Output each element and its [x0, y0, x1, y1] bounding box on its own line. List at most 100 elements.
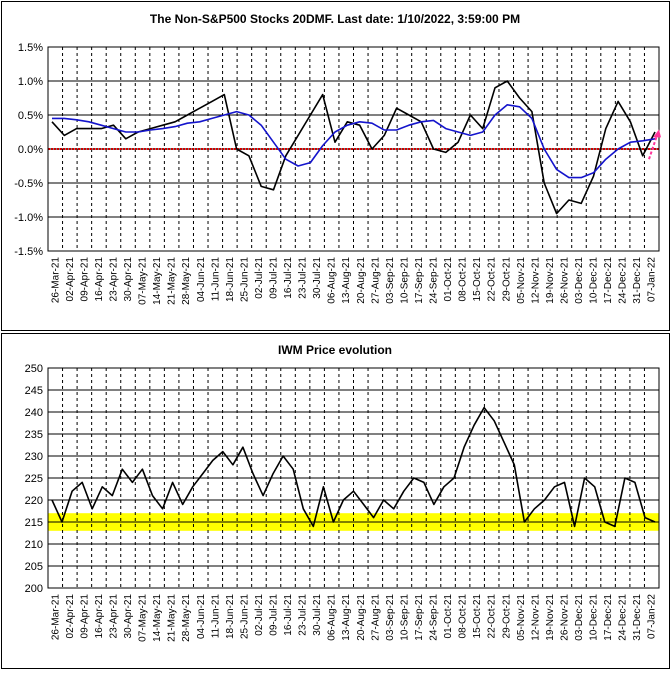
x-tick-label: 25-Jun-21: [239, 257, 250, 302]
x-tick-label: 29-Oct-21: [501, 257, 512, 302]
x-tick-label: 15-Oct-21: [472, 257, 483, 302]
x-tick-label: 23-Jul-21: [298, 257, 309, 299]
x-tick-label: 26-Nov-21: [559, 594, 570, 641]
x-tick-label: 04-Jun-21: [196, 257, 207, 302]
x-tick-label: 09-Jul-21: [268, 257, 279, 299]
x-tick-label: 03-Sep-21: [385, 257, 396, 304]
x-tick-label: 16-Jul-21: [283, 257, 294, 299]
series-line-1: [52, 104, 656, 179]
y-tick-label: 210: [25, 539, 43, 551]
x-tick-label: 17-Dec-21: [603, 257, 614, 304]
chart-iwm-price: IWM Price evolution 250 245 240 235 230 225 220…: [25, 343, 660, 642]
x-tick-label: 02-Apr-21: [65, 257, 76, 302]
y-tick-label: 1.5%: [18, 42, 43, 54]
y-tick-label: 0.5%: [18, 110, 43, 122]
y-tick-label: 220: [25, 495, 43, 507]
x-tick-label: 17-Sep-21: [414, 594, 425, 641]
x-tick-label: 07-Jan-22: [647, 257, 658, 302]
y-tick-label: -1.5%: [14, 246, 43, 258]
series-line-0: [51, 406, 656, 528]
x-tick-label: 30-Jul-21: [312, 594, 323, 636]
x-tick-label: 16-Apr-21: [94, 257, 105, 302]
x-tick-label: 07-May-21: [138, 594, 149, 642]
y-tick-label: 215: [25, 517, 43, 529]
x-tick-label: 18-Jun-21: [225, 594, 236, 639]
x-tick-label: 26-Mar-21: [50, 594, 61, 641]
x-tick-label: 11-Jun-21: [210, 594, 221, 639]
x-tick-label: 19-Nov-21: [545, 257, 556, 304]
y-tick-label: -1.0%: [14, 212, 43, 224]
plot-border: [47, 46, 660, 252]
x-tick-label: 07-Jan-22: [647, 594, 658, 639]
x-tick-label: 28-May-21: [181, 594, 192, 642]
chart-20dmf: The Non-S&P500 Stocks 20DMF. Last date: …: [14, 12, 661, 305]
y-tick-label: 235: [25, 429, 43, 441]
y-tick-label: 1.0%: [18, 76, 43, 88]
x-tick-label: 13-Aug-21: [341, 594, 352, 641]
chart-panel-iwm: IWM Price evolution 250 245 240 235 230 225 220…: [1, 333, 670, 669]
x-tick-label: 04-Jun-21: [196, 594, 207, 639]
y-tick-label: 245: [25, 385, 43, 397]
x-tick-label: 14-May-21: [152, 594, 163, 642]
x-tick-label: 23-Apr-21: [108, 594, 119, 639]
plot-border: [47, 367, 660, 589]
y-tick-label: 250: [25, 363, 43, 375]
y-tick-label: 240: [25, 407, 43, 419]
x-tick-label: 17-Sep-21: [414, 257, 425, 304]
x-tick-label: 13-Aug-21: [341, 257, 352, 304]
y-tick-label: 205: [25, 561, 43, 573]
x-tick-label: 26-Nov-21: [559, 257, 570, 304]
x-tick-label: 10-Sep-21: [399, 257, 410, 304]
chart-panel-20dmf: The Non-S&P500 Stocks 20DMF. Last date: …: [1, 1, 670, 331]
x-tick-label: 30-Apr-21: [123, 257, 134, 302]
x-tick-label: 16-Jul-21: [283, 594, 294, 636]
x-tick-label: 25-Jun-21: [239, 594, 250, 639]
trend-arrow: [648, 135, 658, 160]
x-tick-label: 31-Dec-21: [632, 594, 643, 641]
x-tick-label: 28-May-21: [181, 257, 192, 305]
x-tick-label: 21-May-21: [167, 594, 178, 642]
x-tick-label: 09-Apr-21: [79, 257, 90, 302]
x-tick-label: 01-Oct-21: [443, 594, 454, 639]
x-tick-label: 08-Oct-21: [458, 594, 469, 639]
x-tick-label: 23-Jul-21: [298, 594, 309, 636]
x-tick-label: 02-Jul-21: [254, 257, 265, 299]
chart-title: IWM Price evolution: [278, 343, 392, 357]
x-tick-label: 06-Aug-21: [327, 594, 338, 641]
x-tick-label: 10-Dec-21: [589, 257, 600, 304]
x-tick-label: 07-May-21: [138, 257, 149, 305]
x-tick-label: 03-Dec-21: [574, 257, 585, 304]
x-tick-label: 23-Apr-21: [108, 257, 119, 302]
y-tick-label: -0.5%: [14, 178, 43, 190]
y-tick-label: 200: [25, 583, 43, 595]
x-tick-label: 03-Dec-21: [574, 594, 585, 641]
x-tick-label: 30-Jul-21: [312, 257, 323, 299]
x-tick-label: 31-Dec-21: [632, 257, 643, 304]
x-tick-label: 22-Oct-21: [487, 594, 498, 639]
x-tick-label: 12-Nov-21: [530, 257, 541, 304]
x-tick-label: 14-May-21: [152, 257, 163, 305]
x-tick-label: 08-Oct-21: [458, 257, 469, 302]
y-tick-label: 0.0%: [18, 144, 43, 156]
trend-arrow-head: [653, 129, 661, 138]
x-tick-label: 17-Dec-21: [603, 594, 614, 641]
x-tick-label: 27-Aug-21: [370, 594, 381, 641]
x-tick-label: 05-Nov-21: [516, 594, 527, 641]
x-tick-label: 02-Apr-21: [65, 594, 76, 639]
x-tick-label: 24-Sep-21: [429, 257, 440, 304]
x-tick-label: 10-Sep-21: [399, 594, 410, 641]
x-tick-label: 09-Apr-21: [79, 594, 90, 639]
x-tick-label: 18-Jun-21: [225, 257, 236, 302]
x-tick-label: 12-Nov-21: [530, 594, 541, 641]
y-tick-label: 225: [25, 473, 43, 485]
x-tick-label: 30-Apr-21: [123, 594, 134, 639]
x-tick-label: 20-Aug-21: [356, 257, 367, 304]
x-tick-label: 16-Apr-21: [94, 594, 105, 639]
x-tick-label: 27-Aug-21: [370, 257, 381, 304]
x-tick-label: 02-Jul-21: [254, 594, 265, 636]
x-tick-label: 10-Dec-21: [589, 594, 600, 641]
x-tick-label: 21-May-21: [167, 257, 178, 305]
x-tick-label: 24-Sep-21: [429, 594, 440, 641]
chart-title: The Non-S&P500 Stocks 20DMF. Last date: …: [150, 12, 520, 26]
x-tick-label: 06-Aug-21: [327, 257, 338, 304]
